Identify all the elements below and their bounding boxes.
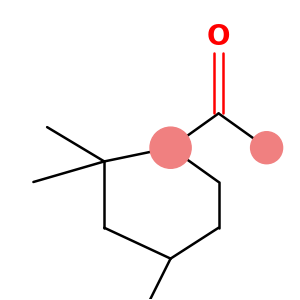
Text: O: O: [207, 23, 230, 51]
Circle shape: [150, 127, 191, 168]
Circle shape: [250, 132, 283, 164]
